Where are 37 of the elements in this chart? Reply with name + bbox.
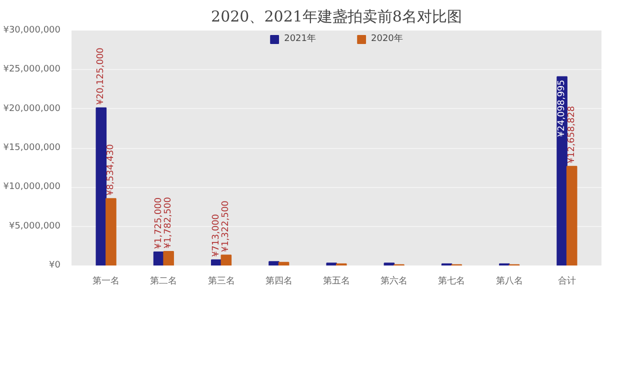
y-tick-label: ¥20,000,000 (3, 104, 61, 114)
bar (96, 107, 107, 266)
x-tick-label: 第六名 (380, 276, 408, 286)
data-label: ¥24,098,995 (557, 80, 568, 137)
bar (384, 262, 395, 266)
data-label: ¥12,658,828 (566, 106, 577, 164)
bar (326, 262, 337, 266)
data-label: ¥1,322,500 (221, 200, 232, 252)
chart-title: 2020、2021年建盏拍卖前8名对比图 (211, 8, 462, 26)
bar (278, 262, 290, 266)
x-tick-label: 第二名 (150, 276, 178, 286)
data-label: ¥8,534,430 (106, 144, 116, 196)
bar (106, 198, 116, 266)
data-label: ¥713,000 (211, 214, 222, 257)
bar (210, 259, 222, 266)
y-tick-label: ¥5,000,000 (8, 221, 61, 232)
bar (163, 251, 174, 266)
bar (220, 254, 232, 266)
legend-label: 2021年 (284, 32, 316, 45)
bar (566, 166, 578, 266)
x-tick-label: 第五名 (323, 276, 350, 286)
data-label: ¥20,125,000 (96, 47, 106, 105)
x-tick-label: 第一名 (92, 276, 120, 286)
data-label: ¥1,782,500 (164, 196, 174, 249)
x-tick-label: 第三名 (208, 276, 235, 286)
y-tick-label: ¥10,000,000 (3, 182, 61, 192)
y-tick-label: ¥25,000,000 (3, 64, 61, 75)
x-tick-label: 合计 (558, 276, 576, 286)
x-tick-label: 第四名 (265, 276, 292, 286)
x-tick-label: 第八名 (496, 276, 523, 286)
y-tick-label: ¥30,000,000 (3, 26, 61, 36)
legend-label: 2020年 (371, 32, 403, 45)
y-tick-label: ¥0 (49, 260, 61, 270)
x-tick-label: 第七名 (438, 276, 466, 286)
y-tick-label: ¥15,000,000 (3, 143, 61, 153)
data-label: ¥1,725,000 (154, 197, 164, 249)
bar (268, 261, 280, 266)
